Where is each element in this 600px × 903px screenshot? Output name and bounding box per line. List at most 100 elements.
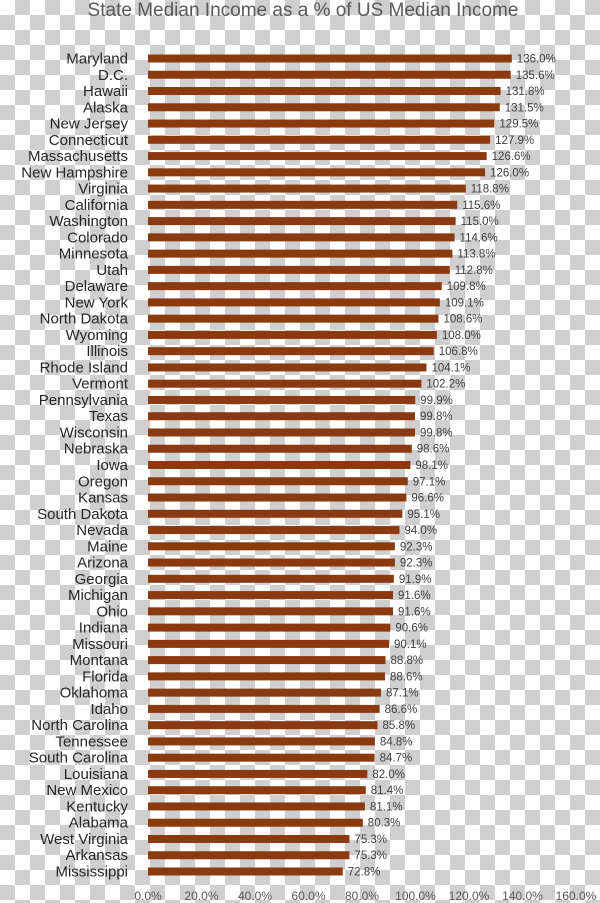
bar [148,444,412,453]
data-label: 109.8% [447,281,486,293]
data-label: 131.8% [506,86,545,98]
data-label: 104.1% [431,362,470,374]
data-label: 126.6% [492,151,531,163]
bar [148,737,375,746]
data-label: 85.8% [383,720,416,732]
category-label: Arkansas [65,847,128,864]
x-tick-label: 20.0% [184,889,218,903]
bar [148,87,501,96]
category-label: D.C. [98,67,128,84]
data-label: 91.6% [398,590,431,602]
data-label: 109.1% [445,297,484,309]
bar [148,70,511,79]
data-label: 108.6% [444,314,483,326]
category-label: California [65,197,129,214]
data-label: 95.1% [407,509,440,521]
data-label: 84.8% [380,736,413,748]
bar [148,54,512,63]
x-tick-label: 40.0% [238,889,272,903]
category-label: Texas [89,408,128,425]
data-label: 90.1% [394,639,427,651]
data-label: 114.6% [460,232,498,244]
data-label: 72.8% [348,867,381,879]
data-label: 113.8% [457,249,495,261]
data-label: 94.0% [404,525,437,537]
bars-group [148,54,512,876]
category-label: New Mexico [46,782,128,799]
bar [148,769,368,778]
bar [148,282,442,291]
bar [148,249,453,258]
data-label: 82.0% [372,769,405,781]
x-tick-label: 100.0% [395,889,436,903]
category-label: Oregon [78,473,128,490]
category-label: Virginia [78,181,128,198]
bar [148,233,455,242]
data-labels: 136.0% 135.6% 131.8% 131.5% 129.5% 127.9% 126.… [348,54,556,879]
x-tick-label: 160.0% [556,889,597,903]
bar [148,217,456,226]
category-label: Kentucky [66,798,128,815]
data-label: 92.3% [400,541,433,553]
data-label: 84.7% [380,753,413,765]
category-label: Georgia [75,571,129,588]
category-label: Pennsylvania [39,392,129,409]
category-label: Washington [49,213,128,230]
bar [148,867,343,876]
bar [148,721,378,730]
category-label: Michigan [68,587,128,604]
bar [148,591,394,600]
category-label: Oklahoma [60,685,129,702]
data-label: 81.4% [371,785,404,797]
category-label: Rhode Island [40,359,128,376]
x-tick-label: 80.0% [345,889,379,903]
category-label: Nebraska [64,441,129,458]
data-label: 91.9% [399,574,432,586]
category-label: Maryland [66,51,128,68]
data-label: 87.1% [386,688,419,700]
data-label: 118.8% [471,184,509,196]
category-label: Ohio [96,603,128,620]
x-tick-label: 120.0% [449,889,490,903]
category-label: Alaska [83,99,129,116]
category-label: Nevada [76,522,128,539]
data-label: 96.6% [411,493,444,505]
bar [148,477,408,486]
category-label: New York [65,294,129,311]
data-label: 88.6% [390,671,423,683]
bar [148,574,394,583]
bar [148,379,422,388]
data-label: 115.0% [461,216,499,228]
data-label: 129.5% [499,119,538,131]
bar [148,103,500,112]
x-axis: 0.0% 20.0% 40.0% 60.0% 80.0% 100.0% 120.0% 140.… [134,889,596,903]
bar [148,607,394,616]
data-label: 98.6% [417,444,450,456]
bar [148,168,486,177]
data-label: 112.8% [455,265,493,277]
bar [148,200,458,209]
category-label: New Jersey [50,116,129,133]
data-label: 86.6% [385,704,418,716]
data-label: 75.3% [354,850,387,862]
category-label: Florida [82,668,129,685]
category-label: Indiana [79,620,129,637]
data-label: 115.6% [462,200,500,212]
data-label: 97.1% [413,476,446,488]
category-label: Louisiana [64,766,129,783]
bar [148,704,380,713]
bar [148,834,350,843]
data-label: 136.0% [517,54,556,66]
category-label: Arizona [77,555,129,572]
bar [148,818,363,827]
bar [148,363,427,372]
data-label: 80.3% [368,818,401,830]
x-tick-label: 140.0% [502,889,543,903]
bar [148,428,415,437]
bar [148,542,395,551]
category-label: Wisconsin [60,424,128,441]
data-label: 126.0% [490,167,529,179]
bar [148,656,386,665]
